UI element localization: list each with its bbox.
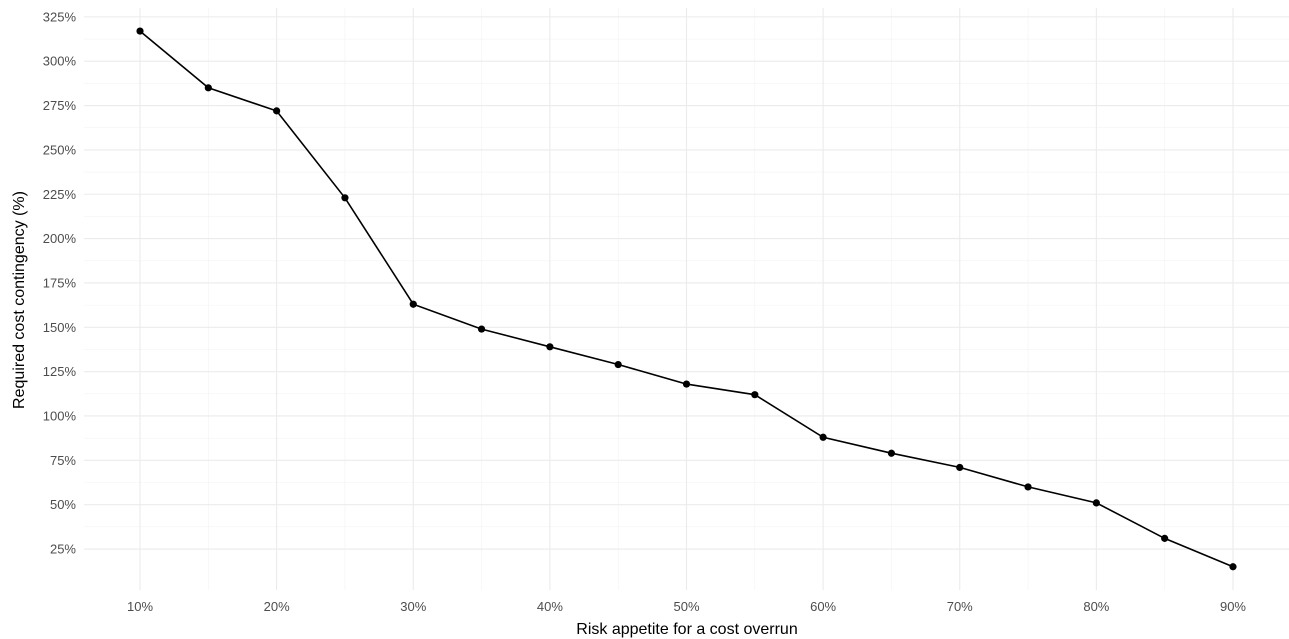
data-point: [614, 360, 622, 369]
y-tick-label: 50%: [50, 497, 76, 512]
data-point: [682, 380, 691, 388]
data-point: [409, 300, 417, 308]
grid: [84, 8, 1289, 590]
data-point: [1024, 483, 1032, 491]
x-tick-label: 70%: [947, 599, 973, 614]
y-tick-label: 250%: [43, 142, 77, 157]
y-tick-label: 300%: [43, 54, 77, 69]
y-tick-label: 275%: [43, 98, 77, 113]
data-point: [273, 107, 281, 115]
y-tick-label: 175%: [43, 275, 77, 290]
x-axis-title: Risk appetite for a cost overrun: [576, 621, 797, 638]
x-tick-label: 30%: [400, 599, 426, 614]
y-tick-label: 150%: [43, 320, 77, 335]
data-point: [1161, 534, 1169, 542]
data-point: [956, 463, 964, 472]
y-tick-label: 25%: [50, 542, 76, 557]
y-tick-label: 225%: [43, 187, 77, 202]
x-tick-label: 60%: [810, 599, 836, 614]
x-axis-ticks: 10% 20% 30% 40% 50% 60% 70% 80% 90%: [127, 599, 1246, 614]
y-tick-label: 200%: [43, 231, 77, 246]
y-axis-ticks: 25% 50% 75% 100% 125% 150% 175% 200% 225% 250% 275…: [43, 9, 77, 556]
data-point: [1229, 563, 1237, 571]
data-point: [887, 449, 896, 457]
data-point: [819, 433, 827, 441]
y-tick-label: 100%: [43, 408, 77, 423]
x-tick-label: 20%: [264, 599, 290, 614]
data-point: [546, 343, 554, 351]
y-axis-title: Required cost contingency (%): [11, 191, 28, 409]
y-tick-label: 75%: [50, 453, 76, 468]
data-point: [204, 84, 212, 92]
data-point: [136, 27, 144, 35]
data-point: [751, 391, 759, 399]
data-point: [477, 325, 486, 333]
y-tick-label: 125%: [43, 364, 77, 379]
data-point: [1092, 499, 1100, 507]
y-tick-label: 325%: [43, 9, 77, 24]
data-point: [341, 194, 349, 202]
series-layer: [136, 27, 1237, 571]
x-tick-label: 90%: [1220, 599, 1246, 614]
x-tick-label: 50%: [673, 599, 699, 614]
x-tick-label: 40%: [537, 599, 563, 614]
x-tick-label: 10%: [127, 599, 153, 614]
x-tick-label: 80%: [1083, 599, 1109, 614]
